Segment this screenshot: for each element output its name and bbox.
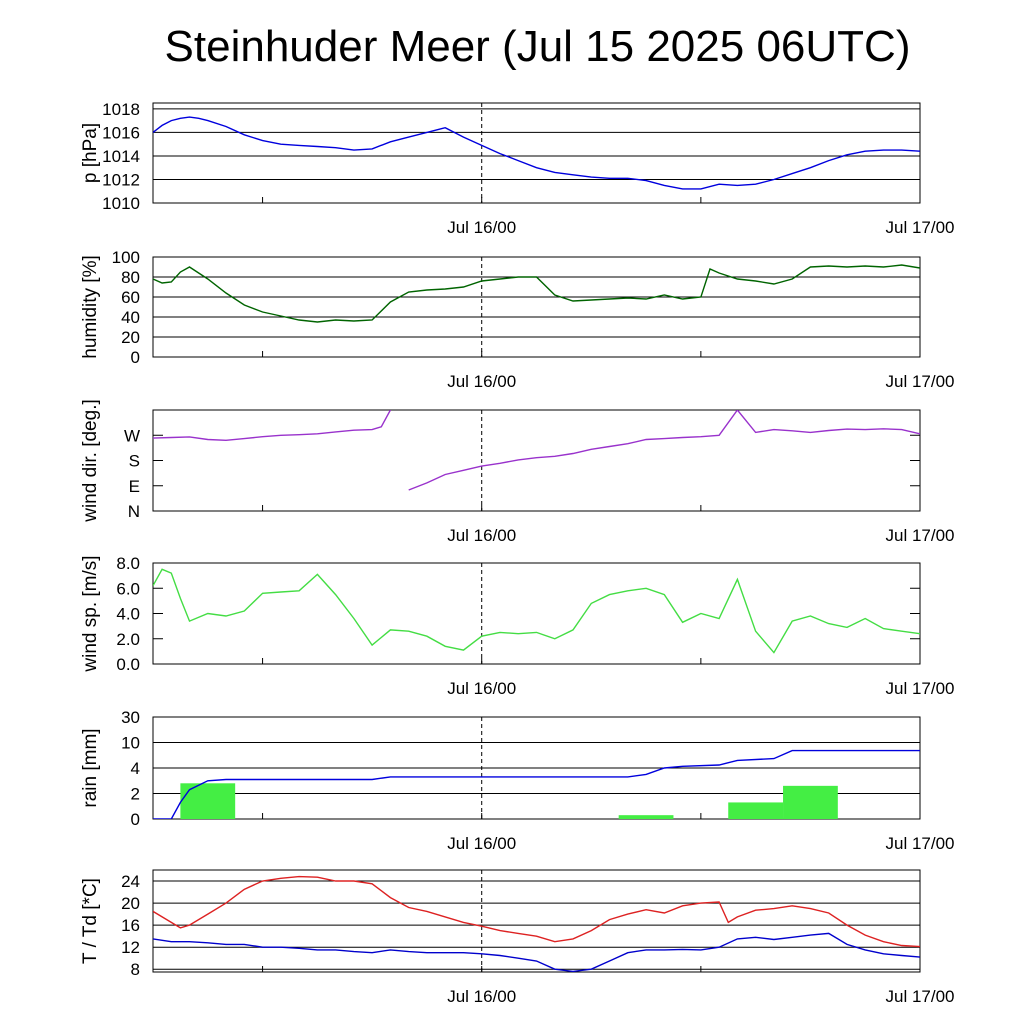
y-tick-label: 30 xyxy=(121,708,140,727)
x-tick-label: Jul 17/00 xyxy=(886,679,955,698)
y-tick-label: 0 xyxy=(131,810,140,829)
y-tick-label: 24 xyxy=(121,872,140,891)
y-tick-label: S xyxy=(129,452,140,471)
y-axis-label: wind sp. [m/s] xyxy=(80,555,101,672)
y-axis-label: wind dir. [deg.] xyxy=(80,399,101,523)
series-line xyxy=(153,568,920,654)
y-tick-label: 16 xyxy=(121,916,140,935)
x-tick-label: Jul 17/00 xyxy=(886,218,955,237)
x-tick-label: Jul 16/00 xyxy=(447,218,516,237)
x-tick-label: Jul 16/00 xyxy=(447,679,516,698)
y-tick-label: W xyxy=(124,426,140,445)
series-line xyxy=(153,875,920,948)
y-axis-label: T / Td [*C] xyxy=(80,878,101,964)
x-tick-label: Jul 17/00 xyxy=(886,987,955,1006)
panel-frame xyxy=(152,102,921,204)
y-axis-label: humidity [%] xyxy=(80,255,101,358)
y-axis-label: rain [mm] xyxy=(80,728,101,807)
x-tick-label: Jul 16/00 xyxy=(447,987,516,1006)
chart-title: Steinhuder Meer (Jul 15 2025 06UTC) xyxy=(164,22,911,71)
x-tick-label: Jul 17/00 xyxy=(886,834,955,853)
y-tick-label: 4.0 xyxy=(116,605,140,624)
x-tick-label: Jul 16/00 xyxy=(447,834,516,853)
y-tick-label: 60 xyxy=(121,288,140,307)
y-tick-label: 100 xyxy=(112,248,140,267)
rain-bar xyxy=(783,785,838,819)
x-tick-label: Jul 16/00 xyxy=(447,372,516,391)
y-tick-label: 4 xyxy=(131,759,140,778)
y-tick-label: 80 xyxy=(121,268,140,287)
y-tick-label: 2 xyxy=(131,785,140,804)
y-tick-label: 20 xyxy=(121,328,140,347)
y-tick-label: 1018 xyxy=(102,100,140,119)
y-tick-label: E xyxy=(129,477,140,496)
y-tick-label: 0.0 xyxy=(116,655,140,674)
y-tick-label: 6.0 xyxy=(116,579,140,598)
series-line xyxy=(153,932,920,972)
y-tick-label: 12 xyxy=(121,938,140,957)
rain-bar xyxy=(728,802,784,819)
panel-frame xyxy=(152,256,921,358)
y-tick-label: N xyxy=(128,502,140,521)
y-axis-label: p [hPa] xyxy=(80,123,101,183)
y-tick-label: 10 xyxy=(121,734,140,753)
series-line xyxy=(153,116,920,190)
series-line xyxy=(153,264,920,323)
y-tick-label: 8.0 xyxy=(116,554,140,573)
y-tick-label: 1014 xyxy=(102,147,140,166)
y-tick-label: 2.0 xyxy=(116,630,140,649)
panel-frame xyxy=(152,562,921,665)
y-tick-label: 8 xyxy=(131,960,140,979)
y-tick-label: 0 xyxy=(131,348,140,367)
y-tick-label: 40 xyxy=(121,308,140,327)
y-tick-label: 1012 xyxy=(102,170,140,189)
x-tick-label: Jul 16/00 xyxy=(447,526,516,545)
series-line xyxy=(153,749,920,819)
y-tick-label: 1010 xyxy=(102,194,140,213)
panel-frame xyxy=(152,869,921,973)
series-line xyxy=(153,410,920,491)
rain-bar xyxy=(180,783,236,819)
y-tick-label: 20 xyxy=(121,894,140,913)
x-tick-label: Jul 17/00 xyxy=(886,372,955,391)
panel-frame xyxy=(152,409,921,512)
x-tick-label: Jul 17/00 xyxy=(886,526,955,545)
rain-bar xyxy=(618,815,674,819)
y-tick-label: 1016 xyxy=(102,123,140,142)
